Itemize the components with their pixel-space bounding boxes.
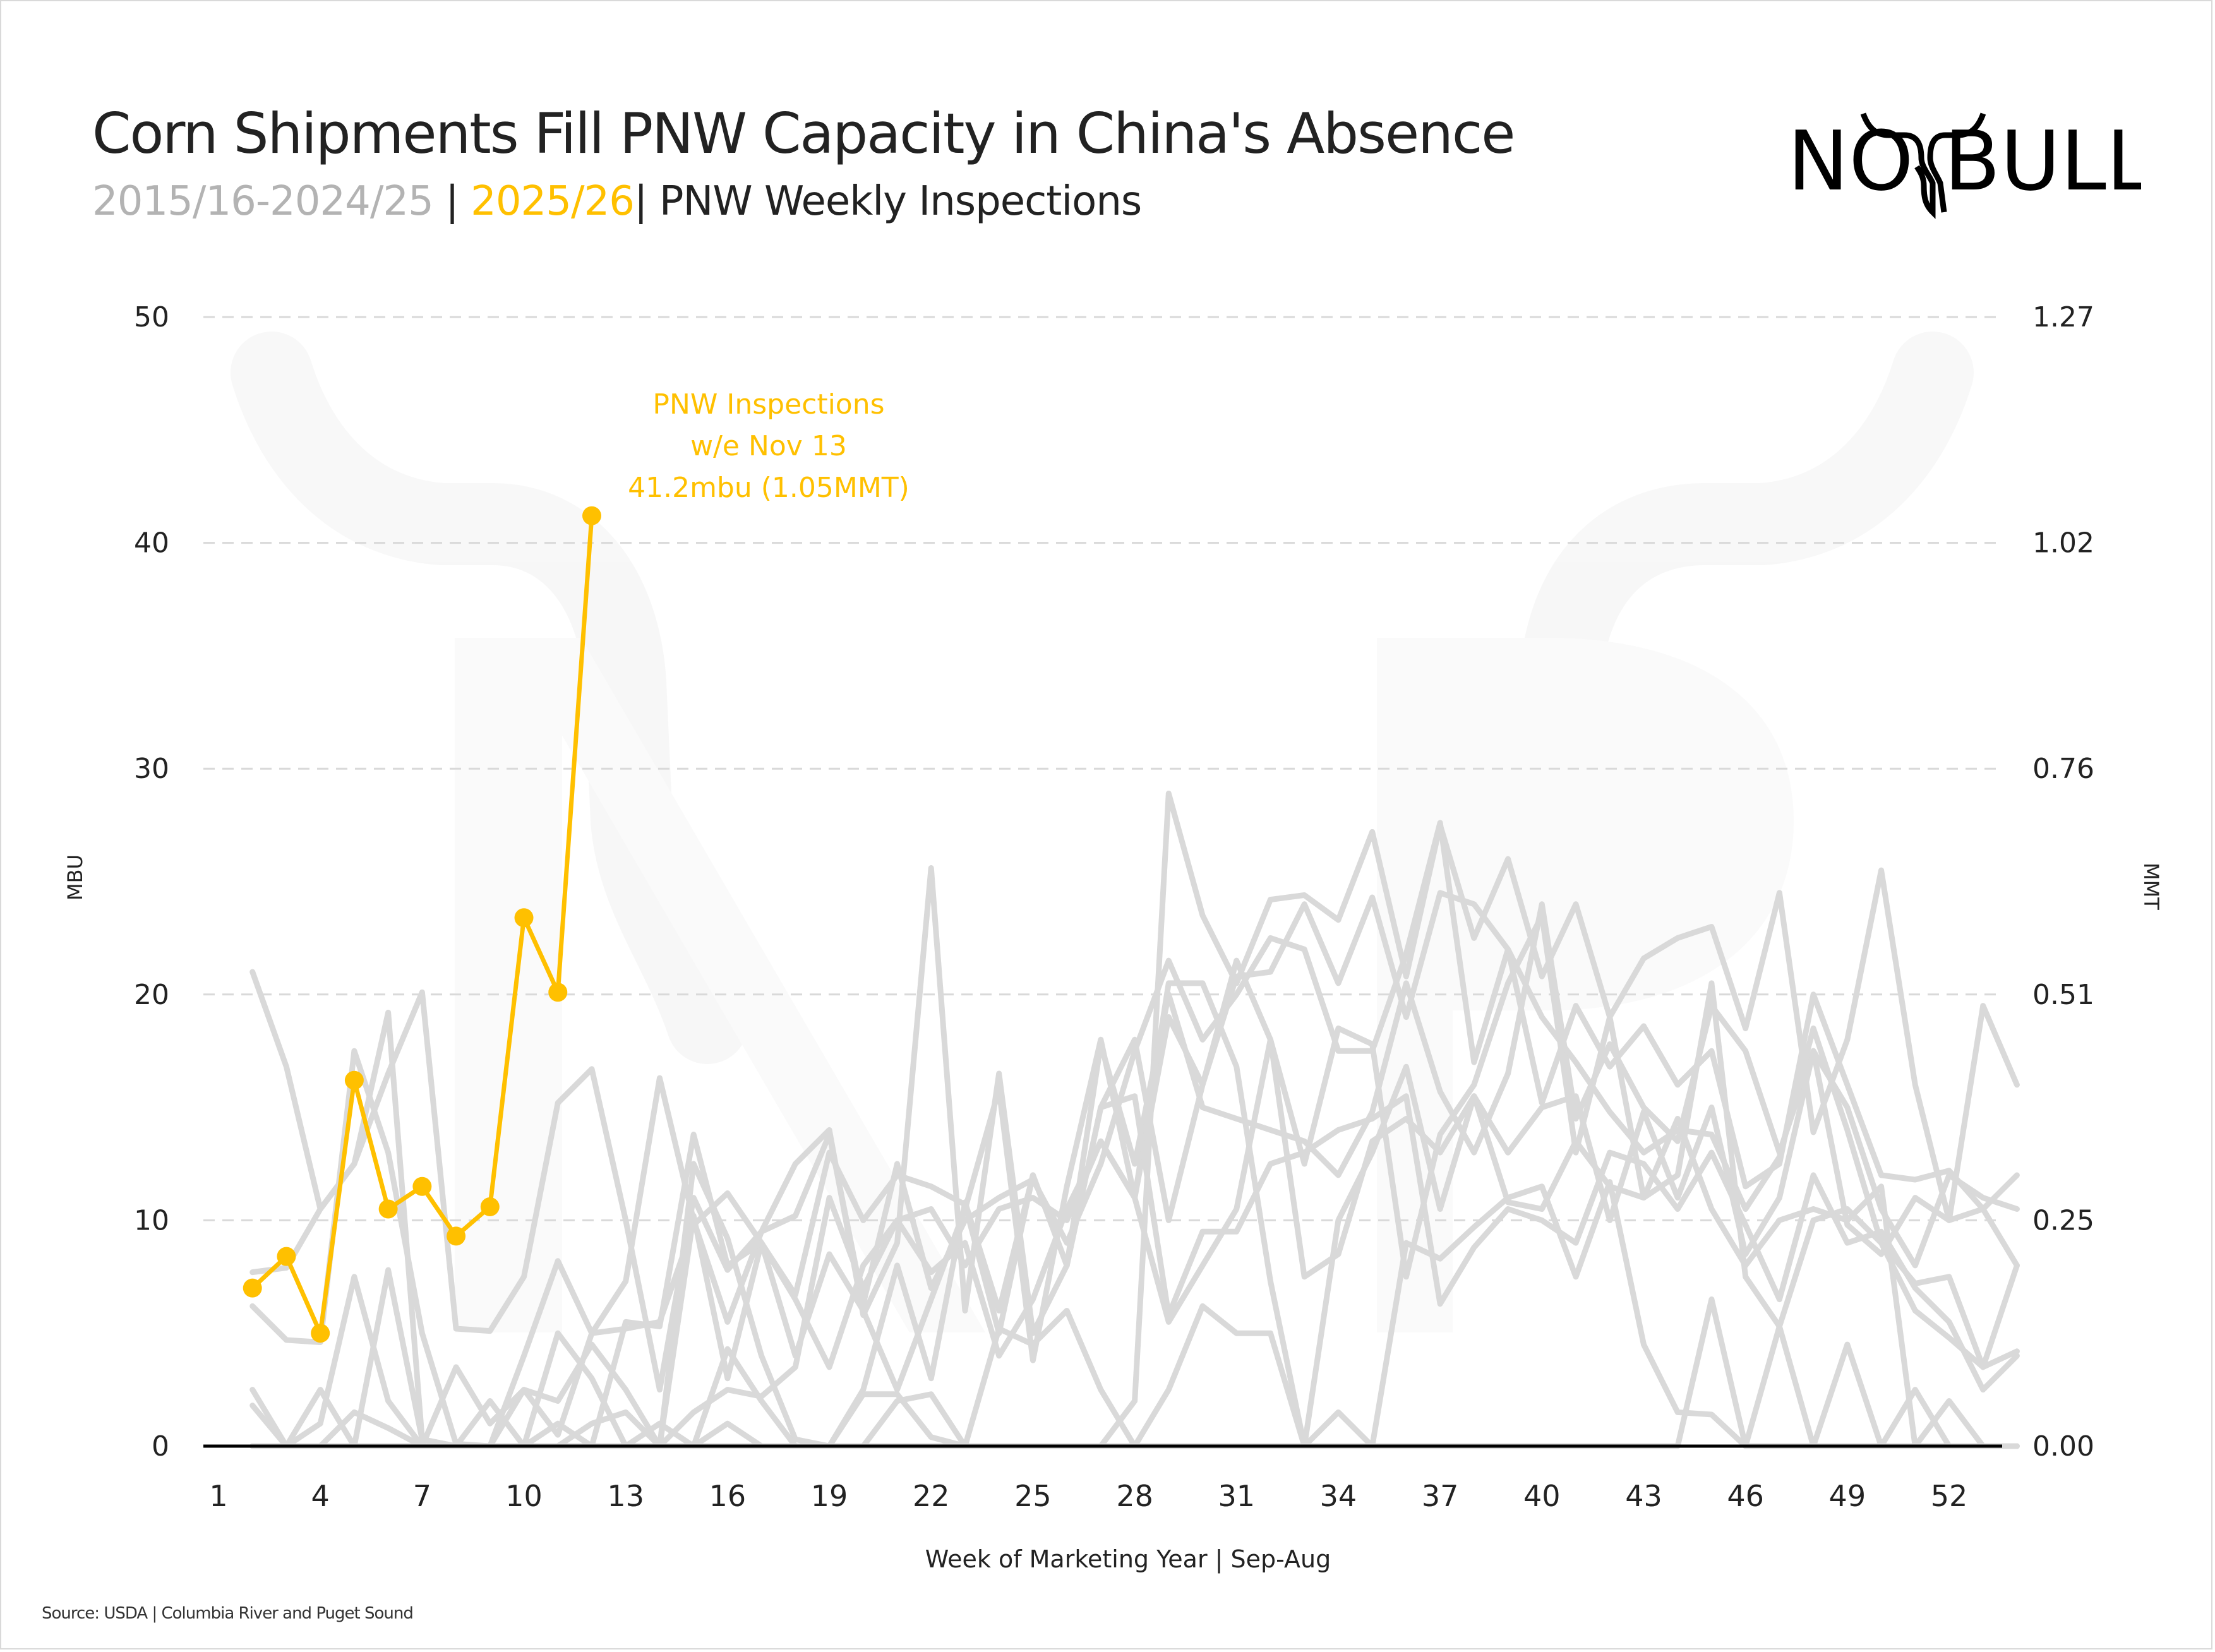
y2-tick-label: 0.00 <box>2032 1430 2094 1463</box>
x-tick-label: 31 <box>1218 1479 1255 1513</box>
x-tick-label: 16 <box>709 1479 747 1513</box>
y-tick-label: 50 <box>134 301 169 333</box>
watermark-logo <box>231 332 1974 1332</box>
current-series-group <box>243 506 601 1343</box>
y-axis-right: 0.00 0.25 0.51 0.76 1.02 1.27 <box>2032 301 2094 1463</box>
y2-tick-label: 0.25 <box>2032 1204 2094 1236</box>
x-tick-label: 37 <box>1422 1479 1459 1513</box>
x-tick-label: 49 <box>1829 1479 1866 1513</box>
current-point <box>447 1226 466 1246</box>
x-axis: 1 4 7 10 13 16 19 22 25 28 31 34 37 40 43 46 49 52 <box>209 1479 1967 1513</box>
grid-lines <box>203 316 2002 1221</box>
y-tick-label: 40 <box>134 527 169 560</box>
y2-axis-title: MMT <box>2139 863 2163 910</box>
current-point <box>514 908 534 928</box>
current-point <box>277 1247 296 1266</box>
y-tick-label: 30 <box>134 753 169 785</box>
history-line-hist-3 <box>249 865 2020 1449</box>
y-tick-label: 0 <box>152 1430 169 1463</box>
current-point <box>311 1324 330 1343</box>
logo-text-left: NO <box>1787 113 1914 209</box>
x-tick-label: 52 <box>1931 1479 1968 1513</box>
x-tick-label: 10 <box>505 1479 543 1513</box>
x-tick-label: 46 <box>1727 1479 1764 1513</box>
y-axis-left: 0 10 20 30 40 50 <box>134 301 169 1463</box>
subtitle-separator: | <box>633 178 648 225</box>
history-line-hist-1 <box>249 791 2020 1449</box>
source-note: Source: USDA | Columbia River and Puget … <box>42 1604 414 1623</box>
y2-tick-label: 0.51 <box>2032 979 2094 1011</box>
chart-subtitle: 2015/16-2024/25 | 2025/26| PNW Weekly In… <box>92 178 1142 225</box>
y2-tick-label: 1.27 <box>2032 301 2094 333</box>
x-tick-label: 22 <box>913 1479 950 1513</box>
current-point <box>344 1070 364 1090</box>
chart-title: Corn Shipments Fill PNW Capacity in Chin… <box>92 101 1515 166</box>
current-point <box>378 1199 398 1219</box>
y-tick-label: 20 <box>134 979 169 1011</box>
x-axis-title: Week of Marketing Year | Sep-Aug <box>925 1545 1331 1574</box>
x-tick-label: 25 <box>1014 1479 1052 1513</box>
x-tick-label: 19 <box>811 1479 848 1513</box>
current-point <box>548 983 568 1002</box>
annotation-line: w/e Nov 13 <box>690 430 847 462</box>
x-tick-label: 13 <box>607 1479 644 1513</box>
x-tick-label: 4 <box>311 1479 330 1513</box>
x-tick-label: 40 <box>1523 1479 1561 1513</box>
subtitle-current-year: 2025/26 <box>471 178 635 225</box>
current-point <box>243 1278 262 1298</box>
y2-tick-label: 0.76 <box>2032 753 2094 785</box>
y-axis-title: MBU <box>63 854 87 901</box>
subtitle-series-name: PNW Weekly Inspections <box>659 178 1142 225</box>
current-point <box>582 506 601 525</box>
x-tick-label: 43 <box>1625 1479 1662 1513</box>
current-point <box>412 1176 432 1196</box>
current-point <box>480 1197 500 1216</box>
x-tick-label: 7 <box>413 1479 431 1513</box>
subtitle-history-range: 2015/16-2024/25 <box>92 178 434 225</box>
y2-tick-label: 1.02 <box>2032 527 2094 560</box>
x-tick-label: 34 <box>1320 1479 1357 1513</box>
x-tick-label: 28 <box>1116 1479 1153 1513</box>
peak-annotation: PNW Inspections w/e Nov 13 41.2mbu (1.05MM… <box>628 388 909 504</box>
subtitle-separator: | <box>445 178 459 225</box>
annotation-line: 41.2mbu (1.05MMT) <box>628 472 909 504</box>
y-tick-label: 10 <box>134 1204 169 1236</box>
x-tick-label: 1 <box>209 1479 227 1513</box>
bull-horns-icon: NO BULL <box>1787 112 2152 219</box>
logo-text-right: BULL <box>1944 113 2141 209</box>
brand-logo: NO BULL <box>1787 109 2152 222</box>
annotation-line: PNW Inspections <box>652 388 884 421</box>
